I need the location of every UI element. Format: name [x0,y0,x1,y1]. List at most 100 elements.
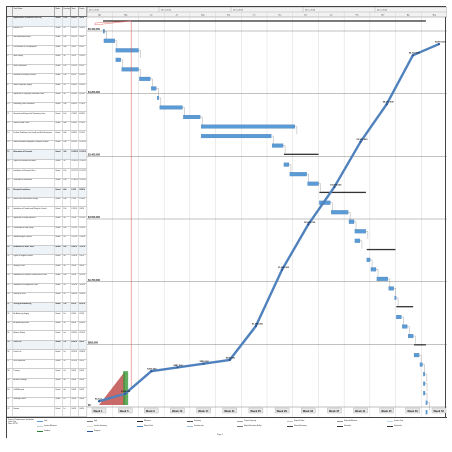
table-row[interactable]: 30 Start-up of Units Sched 2d 3/30/16 3/31/16 [7,293,87,303]
table-row[interactable]: 26 Layout of Support Frames Sched 3d 2/26/16… [7,255,87,265]
dependency-link [419,354,422,363]
cell-start: 2/26/16 [71,255,79,264]
col-name-header[interactable]: Task Name [13,7,55,16]
table-row[interactable]: 38 Training Sched 2d 5/3/16 5/4/16 [7,369,87,379]
col-duration-header[interactable]: Duration [63,7,71,16]
cell-mode: Sched [55,150,63,159]
table-row[interactable]: 31 Testing and Balancing Sched 15d 4/1/16 4/2… [7,302,87,313]
cell-finish: 5/5/16 [79,378,87,388]
month-label: Apr [407,14,410,17]
table-row[interactable]: 13 Perform Ventilation Line Install and S… [7,131,87,141]
table-row[interactable]: 29 Installation of Refrigeration Lines Sch… [7,283,87,294]
value-marker-label: $850,000 [88,342,99,345]
table-row[interactable]: 12 Install of HVAC Lines Sched 80d 8/14/15 12… [7,121,87,132]
table-row[interactable]: 1 Replacement Ventilation Lines Proj Sched… [7,17,87,27]
legend-item: Summary [187,419,237,424]
table-row[interactable]: 41 Warranty Letters Sched 1d 5/6/16 5/6/16 [7,397,87,408]
cell-name: Termination of Field Wiring [13,226,55,236]
table-row[interactable]: 10 Remaining Lines Demolition Sched 20d 6/26… [7,102,87,113]
table-row[interactable]: 4 Procurement of Pre-Equipment Sched 20d 5/5… [7,45,87,56]
dependency-link [271,135,274,144]
table-row[interactable]: 40 O&M Manuals Sched 3d 5/3/16 5/5/16 [7,388,87,398]
col-finish-header[interactable]: Finish [79,7,87,16]
table-row[interactable]: 3 Site Mobilization/Setup Sched 10d 4/21/15 5… [7,36,87,46]
cell-start: 11/20/15 [71,159,79,169]
cell-start: 11/20/15 [71,150,79,159]
table-row[interactable]: 21 Installation of Conduit and Wiring for… [7,207,87,217]
table-row[interactable]: 24 Install/Energize Controls Sched 5d 2/12/1… [7,236,87,246]
table-row[interactable]: 6 Demo Operations Sched 15d 5/12/15 6/1/15 [7,64,87,75]
legend-label: Deadline [44,431,51,432]
value-label: $4,757,900 [409,52,421,55]
month-label: Jul [176,15,179,17]
legend-label: Manual Summary [294,426,307,427]
table-row[interactable]: 34 Balance Report Sched 5d 4/15/16 4/21/16 [7,331,87,341]
table-row[interactable]: 32 Air Balancing Supply Sched 5d 4/1/16 4/7/1… [7,312,87,322]
week-label: Week 17 [198,409,209,413]
table-row[interactable]: 36 Punch List Sched 5d 4/22/16 4/28/16 [7,350,87,360]
table-row[interactable]: 8 Install Temporary Supply Sched 5d 6/16/15 6… [7,83,87,94]
table-row[interactable]: 5 Initial Survey Sched 5d 5/5/15 5/11/15 [7,55,87,65]
cell-finish: 11/26/15 [79,159,87,169]
week-label: Week 13 [172,409,183,413]
cell-finish: 2/18/16 [79,236,87,245]
table-row[interactable]: 27 Setting of Units Sched 5d 3/2/16 3/8/16 [7,264,87,275]
table-row[interactable]: 39 As-Built Drawings Sched 3d 5/3/16 5/5/16 [7,378,87,389]
cell-start: 8/14/15 [71,131,79,140]
cell-finish: 2/4/16 [79,207,87,216]
s-curve-point [176,366,179,369]
cell-name: Electrical Installation [13,188,55,197]
value-marker-label: $3,400,000 [88,154,101,157]
cell-mode: Sched [55,264,63,274]
table-row[interactable]: 42 Demob Sched 1d 5/6/16 5/6/16 [7,407,87,417]
value-label: $432,600 [147,368,157,371]
table-row[interactable]: 2 Execute LOI Sched 1d 4/20/15 4/20/15 [7,26,87,37]
quarter-label: Qtr 3, 2015 [161,9,172,12]
cell-duration: 1d [63,397,71,407]
table-row[interactable]: 37 Final Inspection Sched 2d 4/29/16 5/2/16 [7,359,87,370]
dependency-link [104,31,107,39]
cell-id: 34 [7,331,13,340]
task-bar [396,314,402,320]
table-row[interactable]: 20 Install Panel and Feeders Rough Sched 10… [7,197,87,208]
cell-id: 20 [7,197,13,207]
table-row[interactable]: 9 Inspection of Temporary Ventilation Lin… [7,93,87,103]
task-bar [103,38,115,43]
s-curve-point [202,362,205,365]
legend-swatch [237,420,243,423]
table-row[interactable]: 22 Inspection of Rough Electrical Sched 5d 2… [7,217,87,227]
cell-mode: Sched [55,245,63,255]
month-label: Apr [98,14,101,17]
dependency-link [407,326,410,335]
cell-name: Site Mobilization/Setup [13,36,55,45]
table-row[interactable]: 18 Verification of Relocation Sched 10d 12/1… [7,178,87,189]
cell-id: 24 [7,236,13,245]
task-bar [159,105,183,110]
cell-start: 4/1/16 [71,312,79,321]
legend-label: External Tasks [294,421,305,422]
table-row[interactable]: 33 Air Balancing Return Sched 5d 4/8/16 4/14/… [7,321,87,332]
col-start-header[interactable]: Start [71,7,79,16]
table-row[interactable]: 16 Layout of Relocated Ductwork Sched 5d 11/… [7,159,87,170]
s-curve-point [307,223,310,226]
table-row[interactable]: 17 Installation of Relocated Duct Sched 15d… [7,169,87,179]
cell-duration: 25d [63,245,71,255]
col-id-header[interactable] [7,7,13,16]
table-row[interactable]: 7 Removal of Existing Ductwork Sched 10d 6/2… [7,74,87,84]
week-label-box [222,407,237,414]
cell-id: 11 [7,112,13,121]
table-row[interactable]: 28 Installation of Ductwork Connections t… [7,274,87,284]
col-mode-header[interactable]: Mode [55,7,63,16]
table-row[interactable]: 15 Relocation of Ductwork Sched 30d 11/20/15… [7,150,87,160]
table-row[interactable]: 25 Installation of HVAC Units Sched 25d 2/26… [7,245,87,256]
week-label: Week 5 [120,409,129,413]
cell-name: Removal of Existing Ductwork [13,74,55,83]
table-row[interactable]: 23 Termination of Field Wiring Sched 10d 2/1… [7,226,87,237]
task-bar [419,362,423,367]
quarter-label: Qtr 2, 2015 [89,9,100,12]
table-row[interactable]: 35 Close Out Sched 11d 4/22/16 5/6/16 [7,340,87,351]
table-row[interactable]: 14 Install Ventilation Equipment Complete… [7,140,87,151]
dependency-link [413,335,416,344]
table-row[interactable]: 19 Electrical Installation Sched 40d 1/1/16 2… [7,188,87,198]
table-row[interactable]: 11 Removal and Disposal of Remaining Line… [7,112,87,122]
